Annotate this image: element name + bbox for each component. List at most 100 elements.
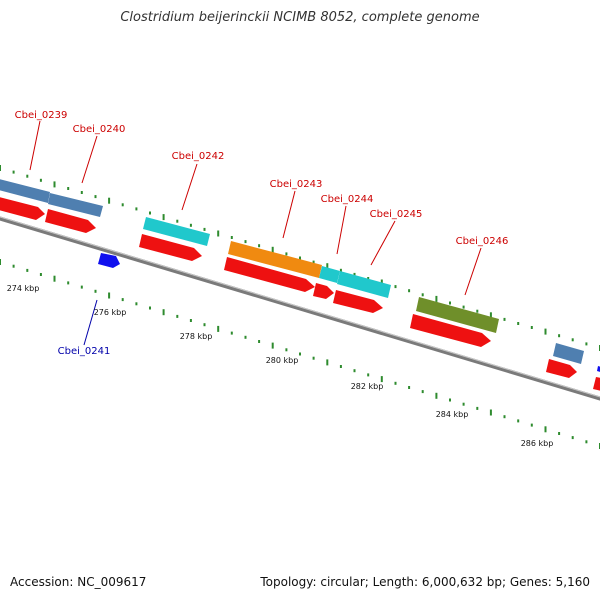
genome-backbone [0, 216, 600, 401]
minor-tick [421, 390, 424, 394]
gene-label-cbei-0245: Cbei_0245 [370, 209, 423, 220]
connector-cbei-0244 [336, 205, 347, 255]
major-tick [162, 214, 165, 221]
feature-bar-steelblue [553, 343, 584, 364]
minor-tick [449, 398, 451, 402]
major-tick [217, 230, 220, 237]
major-tick [489, 409, 492, 416]
minor-tick [312, 356, 315, 360]
minor-tick [121, 298, 124, 302]
minor-tick [258, 340, 261, 343]
minor-tick [503, 415, 506, 419]
minor-tick [12, 264, 15, 268]
minor-tick [517, 322, 520, 325]
map-title: Clostridium beijerinckii NCIMB 8052, com… [120, 10, 480, 25]
minor-tick [39, 178, 42, 182]
gene-labels: Cbei_0239 Cbei_0240 Cbei_0241 Cbei_0242 … [15, 110, 509, 357]
cds-arrow [410, 314, 491, 347]
upper-dotted-track [0, 165, 600, 351]
minor-tick [230, 236, 233, 239]
minor-tick [339, 268, 342, 272]
connector-cbei-0239 [29, 120, 41, 171]
gene-label-cbei-0246: Cbei_0246 [456, 236, 509, 247]
minor-tick [203, 323, 206, 327]
gene-label-cbei-0242: Cbei_0242 [172, 151, 225, 162]
connector-cbei-0246 [464, 247, 482, 296]
minor-tick [67, 281, 70, 285]
genome-summary-text: Topology: circular; Length: 6,000,632 bp… [260, 575, 590, 589]
feature-bar-orange [228, 241, 322, 278]
minor-tick [408, 386, 411, 389]
minor-tick [285, 348, 288, 352]
major-tick [108, 292, 111, 299]
kbp-label: 278 kbp [180, 332, 213, 341]
gene-marker-edge [597, 366, 600, 372]
minor-tick [585, 440, 588, 444]
kbp-labels: 274 kbp 276 kbp 278 kbp 280 kbp 282 kbp … [7, 284, 554, 448]
minor-tick [476, 309, 479, 313]
minor-tick [367, 277, 370, 280]
minor-tick [312, 260, 315, 264]
major-tick [326, 263, 329, 270]
label-connectors [29, 120, 482, 346]
minor-tick [421, 293, 424, 297]
connector-cbei-0243 [282, 190, 296, 239]
lower-dotted-track [0, 259, 600, 449]
minor-tick [121, 203, 124, 207]
cds-arrow [224, 257, 315, 292]
gene-label-cbei-0243: Cbei_0243 [270, 179, 323, 190]
minor-tick [94, 195, 97, 199]
minor-tick [353, 369, 356, 373]
cds-arrow [313, 283, 334, 299]
minor-tick [285, 252, 288, 256]
cds-arrow [593, 377, 600, 391]
major-tick [0, 165, 1, 171]
minor-tick [39, 273, 42, 276]
minor-tick [571, 436, 574, 440]
cds-arrow [333, 290, 383, 313]
minor-tick [26, 268, 29, 272]
cds-arrow [546, 359, 577, 378]
gene-marker-cbei-0241 [98, 253, 120, 268]
minor-tick [189, 319, 192, 322]
connector-cbei-0240 [81, 135, 98, 184]
major-tick [217, 325, 220, 332]
feature-bars [0, 179, 584, 364]
major-tick [380, 376, 383, 383]
minor-tick [258, 244, 261, 248]
major-tick [108, 197, 111, 204]
minor-tick [230, 331, 233, 335]
minor-tick [530, 423, 533, 427]
minor-tick [80, 285, 83, 289]
minor-tick [585, 342, 588, 346]
major-tick [326, 359, 329, 366]
kbp-label: 280 kbp [266, 356, 299, 365]
major-tick [544, 426, 547, 433]
minor-tick [339, 365, 342, 368]
minor-tick [80, 191, 83, 194]
minor-tick [67, 187, 70, 190]
minor-tick [203, 227, 206, 231]
major-tick [271, 342, 274, 349]
major-tick [489, 312, 492, 319]
feature-bar-olive [416, 297, 499, 333]
cds-arrow [139, 234, 202, 261]
gene-label-cbei-0240: Cbei_0240 [73, 124, 126, 135]
minor-tick [530, 326, 533, 329]
minor-tick [503, 317, 506, 321]
minor-tick [244, 335, 247, 339]
feature-bar-cyan [143, 217, 210, 246]
gene-label-cbei-0244: Cbei_0244 [321, 194, 374, 205]
minor-tick [462, 402, 465, 406]
minor-tick [135, 302, 138, 306]
connector-cbei-0241 [83, 299, 98, 346]
minor-tick [476, 406, 479, 410]
minor-tick [149, 211, 151, 215]
minor-tick [176, 219, 179, 223]
kbp-label: 282 kbp [351, 382, 384, 391]
minor-tick [189, 223, 192, 227]
minor-tick [244, 240, 247, 244]
feature-bar-steelblue [0, 179, 50, 203]
connector-cbei-0242 [181, 163, 198, 211]
